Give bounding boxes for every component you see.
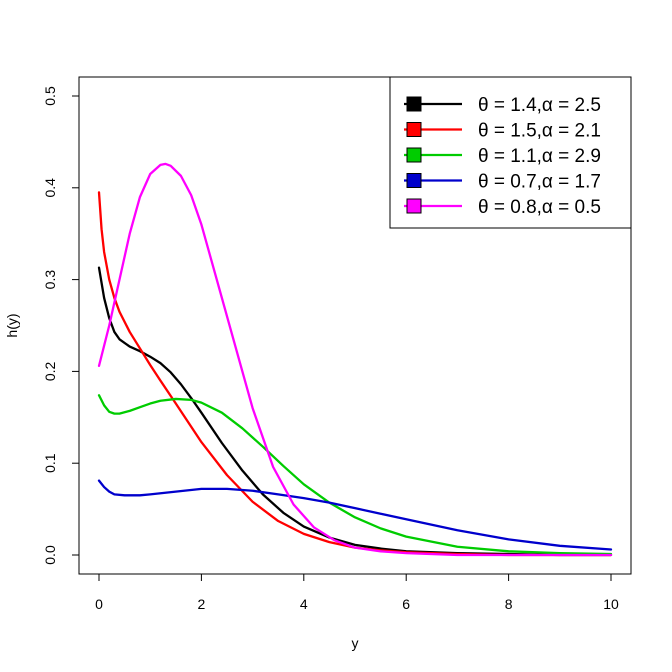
- legend-swatch: [406, 147, 422, 163]
- y-tick-label: 0.3: [42, 270, 58, 290]
- x-tick-label: 0: [95, 596, 103, 612]
- y-axis: 0.0 0.1 0.2 0.3 0.4 0.5: [42, 86, 80, 565]
- legend-swatch: [406, 96, 422, 112]
- legend-swatch: [406, 173, 422, 188]
- legend-label: θ = 1.1,α = 2.9: [478, 146, 601, 167]
- x-axis: 0 2 4 6 8 10: [95, 573, 619, 612]
- y-tick-label: 0.4: [42, 178, 58, 198]
- y-tick-label: 0.0: [42, 545, 58, 565]
- y-axis-label: h(y): [4, 313, 20, 337]
- legend: θ = 1.4,α = 2.5 θ = 1.5,α = 2.1 θ = 1.1,α …: [389, 76, 632, 229]
- y-tick-label: 0.1: [42, 453, 58, 473]
- legend-swatch: [406, 198, 422, 214]
- y-tick-label: 0.5: [42, 86, 58, 106]
- x-tick-label: 2: [198, 596, 206, 612]
- legend-label: θ = 1.4,α = 2.5: [478, 95, 601, 116]
- series-line-3: [97, 394, 613, 556]
- x-tick-label: 10: [603, 596, 619, 612]
- legend-label: θ = 0.8,α = 0.5: [478, 197, 601, 218]
- series-lines: [97, 162, 613, 557]
- legend-label: θ = 0.7,α = 1.7: [478, 172, 601, 193]
- x-axis-label: y: [352, 635, 359, 651]
- x-tick-label: 4: [300, 596, 308, 612]
- x-tick-label: 6: [402, 596, 410, 612]
- series-line-5: [97, 162, 613, 557]
- legend-label: θ = 1.5,α = 2.1: [478, 121, 601, 142]
- legend-swatch: [406, 122, 422, 137]
- legend-box: [389, 76, 632, 229]
- series-line-4: [97, 479, 613, 551]
- x-tick-label: 8: [505, 596, 513, 612]
- y-tick-label: 0.2: [42, 361, 58, 381]
